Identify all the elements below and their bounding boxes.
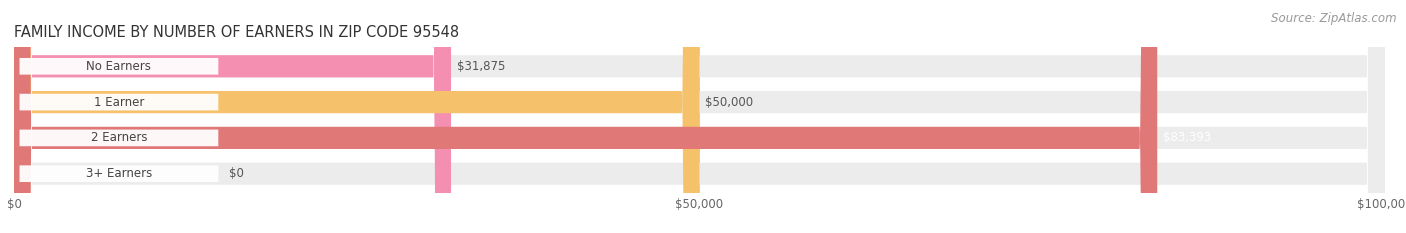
FancyBboxPatch shape — [14, 0, 451, 233]
FancyBboxPatch shape — [20, 130, 218, 146]
FancyBboxPatch shape — [20, 165, 218, 182]
FancyBboxPatch shape — [14, 0, 1157, 233]
Text: FAMILY INCOME BY NUMBER OF EARNERS IN ZIP CODE 95548: FAMILY INCOME BY NUMBER OF EARNERS IN ZI… — [14, 25, 460, 40]
Text: $83,393: $83,393 — [1163, 131, 1211, 144]
Text: Source: ZipAtlas.com: Source: ZipAtlas.com — [1271, 12, 1396, 25]
Text: $31,875: $31,875 — [457, 60, 505, 73]
Text: 1 Earner: 1 Earner — [94, 96, 145, 109]
Text: 3+ Earners: 3+ Earners — [86, 167, 152, 180]
FancyBboxPatch shape — [20, 94, 218, 110]
FancyBboxPatch shape — [14, 0, 700, 233]
FancyBboxPatch shape — [14, 0, 1385, 233]
FancyBboxPatch shape — [20, 58, 218, 75]
FancyBboxPatch shape — [14, 0, 1385, 233]
Text: No Earners: No Earners — [87, 60, 152, 73]
Text: $0: $0 — [229, 167, 245, 180]
Text: $50,000: $50,000 — [704, 96, 754, 109]
FancyBboxPatch shape — [14, 0, 1385, 233]
Text: 2 Earners: 2 Earners — [90, 131, 148, 144]
FancyBboxPatch shape — [14, 0, 1385, 233]
